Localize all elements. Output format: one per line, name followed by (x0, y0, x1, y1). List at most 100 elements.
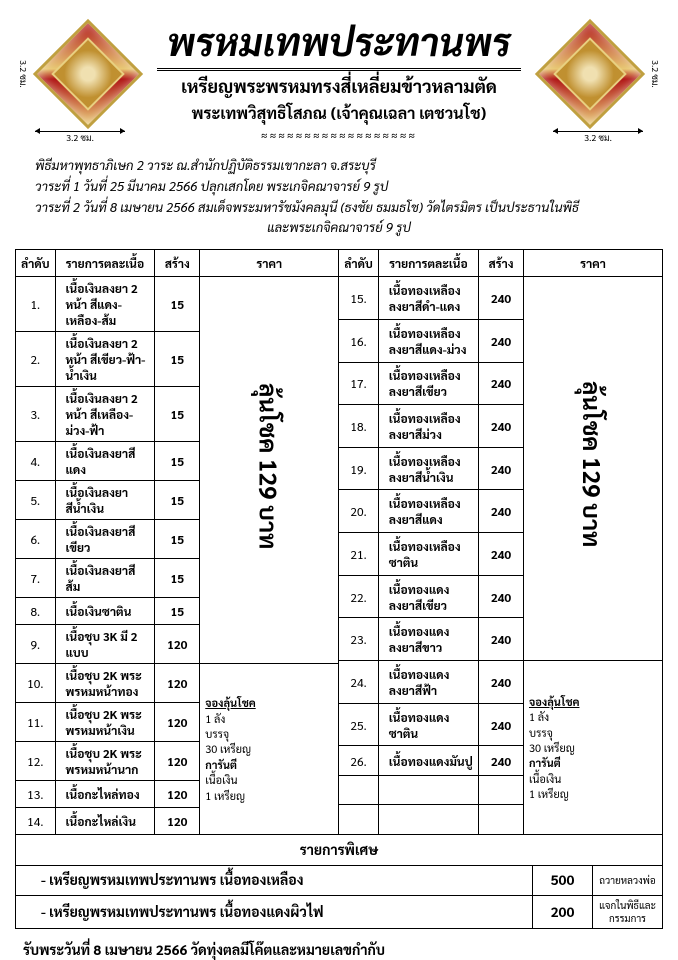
special-row: - เหรียญพรหมเทพประทานพร เนื้อทองแดงผิวไฟ… (16, 895, 663, 928)
header-row: 3.2 ซม. 3.2 ซม. พรหมเทพประทานพร เหรียญพร… (15, 15, 663, 146)
row-item: เนื้อทองเหลืองลงยาสีม่วง (378, 405, 478, 448)
row-item: เนื้อทองเหลืองซาติน (378, 533, 478, 576)
description-block: พิธีมหาพุทธาภิเษก 2 วาระ ณ.สำนักปฏิบัติธ… (15, 151, 663, 249)
row-item: เนื้อทองแดงซาติน (378, 703, 478, 746)
row-num: 4. (16, 442, 56, 481)
row-num: 25. (339, 703, 378, 746)
row-qty: 240 (479, 703, 524, 746)
col-qty-header: สร้าง (479, 250, 524, 277)
row-num: 22. (339, 575, 378, 618)
row-num: 9. (16, 625, 56, 664)
row-num: 15. (339, 277, 378, 320)
row-num: 13. (16, 781, 56, 808)
row-num: 19. (339, 447, 378, 490)
col-item-header: รายการตละเนื้อ (378, 250, 478, 277)
special-item: - เหรียญพรหมเทพประทานพร เนื้อทองเหลือง (16, 865, 533, 895)
row-qty: 120 (155, 781, 200, 808)
amulet-left-block: 3.2 ซม. 3.2 ซม. (15, 17, 145, 144)
right-table: ลำดับ รายการตละเนื้อ สร้าง ราคา 15. เนื้… (339, 249, 663, 835)
row-qty: 120 (155, 625, 200, 664)
price-banner-detail: จองลุ้นโชค1 ลังบรรจุ30 เหรียญการันตีเนื้… (524, 661, 663, 835)
row-qty: 120 (155, 742, 200, 781)
row-item: เนื้อเงินลงยาสีเขียว (55, 520, 155, 559)
row-qty: 240 (479, 618, 524, 661)
row-item: เนื้อเงินลงยาสีแดง (55, 442, 155, 481)
row-qty: 240 (479, 746, 524, 776)
special-note: ถวายหลวงพ่อ (593, 865, 663, 895)
row-qty: 15 (155, 277, 200, 332)
left-table: ลำดับ รายการตละเนื้อ สร้าง ราคา 1. เนื้อ… (15, 249, 339, 835)
header-row: ลำดับ รายการตละเนื้อ สร้าง ราคา (339, 250, 662, 277)
col-qty-header: สร้าง (155, 250, 200, 277)
row-item: เนื้อทองแดงลงยาสีเขียว (378, 575, 478, 618)
row-item: เนื้อทองเหลืองลงยาสีน้ำเงิน (378, 447, 478, 490)
table-row: 24. เนื้อทองแดงลงยาสีฟ้า 240 จองลุ้นโชค1… (339, 661, 662, 704)
dim-left-h: 3.2 ซม. (35, 131, 125, 144)
special-header: รายการพิเศษ (16, 835, 663, 865)
row-num: 5. (16, 481, 56, 520)
row-num: 26. (339, 746, 378, 776)
row-qty: 240 (479, 447, 524, 490)
row-item: เนื้อทองเหลืองลงยาสีดำ-แดง (378, 277, 478, 320)
col-price-header: ราคา (524, 250, 663, 277)
row-item: เนื้อทองเหลืองลงยาสีแดง (378, 490, 478, 533)
special-note: แจกในพิธีและกรรมการ (593, 895, 663, 928)
dim-right-h: 3.2 ซม. (553, 131, 643, 144)
row-item: เนื้อชุบ 2K พระพรหมหน้าทอง (55, 664, 155, 703)
row-item: เนื้อเงินซาติน (55, 598, 155, 625)
col-item-header: รายการตละเนื้อ (55, 250, 155, 277)
title-block: พรหมเทพประทานพร เหรียญพระพรหมทรงสี่เหลี่… (145, 15, 533, 146)
dim-left-v: 3.2 ซม. (15, 60, 31, 88)
amulet-left-image (33, 19, 143, 129)
row-qty: 240 (479, 490, 524, 533)
row-num: 10. (16, 664, 56, 703)
row-item: เนื้อเงินลงยา 2 หน้า สีเขียว-ฟ้า-น้ำเงิน (55, 332, 155, 387)
table-row: 1. เนื้อเงินลงยา 2 หน้า สีแดง-เหลือง-ส้ม… (16, 277, 339, 332)
row-item: เนื้อชุบ 2K พระพรหมหน้านาก (55, 742, 155, 781)
row-qty: 240 (479, 277, 524, 320)
row-num: 7. (16, 559, 56, 598)
row-num: 21. (339, 533, 378, 576)
row-item: เนื้อทองเหลืองลงยาสีแดง-ม่วง (378, 319, 478, 362)
header-row: ลำดับ รายการตละเนื้อ สร้าง ราคา (16, 250, 339, 277)
row-item: เนื้อกะไหล่ทอง (55, 781, 155, 808)
tertiary-title: พระเทพวิสุทธิโสภณ (เจ้าคุณเฉลา เตชวนโช) (145, 102, 533, 123)
row-num: 17. (339, 362, 378, 405)
row-num: 14. (16, 808, 56, 835)
row-num: 8. (16, 598, 56, 625)
row-qty: 240 (479, 661, 524, 704)
row-qty: 15 (155, 598, 200, 625)
row-num: 23. (339, 618, 378, 661)
special-row: - เหรียญพรหมเทพประทานพร เนื้อทองเหลือง 5… (16, 865, 663, 895)
special-price: 500 (533, 865, 593, 895)
row-item: เนื้อทองแดงลงยาสีขาว (378, 618, 478, 661)
row-num: 24. (339, 661, 378, 704)
row-num: 1. (16, 277, 56, 332)
row-item: เนื้อเงินลงยาสีส้ม (55, 559, 155, 598)
desc-line: วาระที่ 2 วันที่ 8 เมษายน 2566 สมเด็จพระ… (35, 198, 643, 219)
row-item: เนื้อทองแดงลงยาสีฟ้า (378, 661, 478, 704)
price-banner-big: ลุ้นโชค 129 บาท (524, 277, 663, 661)
row-item: เนื้อเงินลงยา 2 หน้า สีเหลือง-ม่วง-ฟ้า (55, 387, 155, 442)
row-num: 11. (16, 703, 56, 742)
row-qty: 15 (155, 520, 200, 559)
amulet-right-block: 3.2 ซม. 3.2 ซม. (533, 17, 663, 144)
row-num: 16. (339, 319, 378, 362)
row-num: 18. (339, 405, 378, 448)
col-num-header: ลำดับ (16, 250, 56, 277)
special-header-row: รายการพิเศษ (16, 835, 663, 865)
special-table: รายการพิเศษ - เหรียญพรหมเทพประทานพร เนื้… (15, 835, 663, 929)
row-qty: 240 (479, 319, 524, 362)
row-item: เนื้อเงินลงยา 2 หน้า สีแดง-เหลือง-ส้ม (55, 277, 155, 332)
row-qty: 120 (155, 703, 200, 742)
row-item: เนื้อเงินลงยาสีน้ำเงิน (55, 481, 155, 520)
row-item: เนื้อทองเหลืองลงยาสีเขียว (378, 362, 478, 405)
row-num: 20. (339, 490, 378, 533)
special-price: 200 (533, 895, 593, 928)
row-qty: 240 (479, 575, 524, 618)
row-num: 3. (16, 387, 56, 442)
row-item: เนื้อชุบ 2K พระพรหมหน้าเงิน (55, 703, 155, 742)
row-qty: 15 (155, 442, 200, 481)
ornament: ≈≈≈≈≈≈≈≈≈≈≈≈≈≈≈≈≈≈ (145, 127, 533, 142)
desc-line: วาระที่ 1 วันที่ 25 มีนาคม 2566 ปลุกเสกโ… (35, 177, 643, 198)
